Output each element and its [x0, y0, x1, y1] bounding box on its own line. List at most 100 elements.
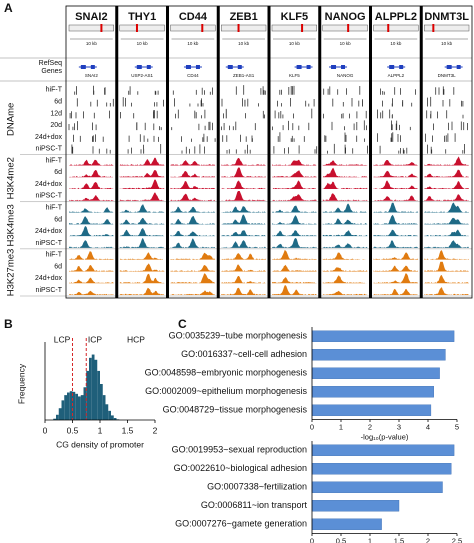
- histogram-bar: [111, 415, 114, 420]
- bar: [311, 444, 455, 456]
- x-tick-label: 2: [426, 536, 430, 543]
- x-tick-label: 1.5: [394, 536, 404, 543]
- category-label: GO:0022610~biological adhesion: [174, 463, 307, 473]
- ideogram-marker: [100, 24, 103, 32]
- panel-b: B LCP ICP HCP 0 0.5 1 1.5 2 CG density of promote…: [4, 317, 158, 449]
- ideogram: [170, 24, 216, 32]
- ideogram-marker: [432, 24, 435, 32]
- x-tick-label: 2: [368, 422, 372, 431]
- signal-track: [221, 230, 266, 237]
- signal-track: [170, 193, 216, 201]
- methylation-track: [74, 85, 106, 95]
- category-label: GO:0048598~embryonic morphogenesis: [145, 368, 308, 378]
- gene-exon: [237, 65, 242, 69]
- signal-track: [119, 217, 165, 225]
- ideogram: [373, 24, 419, 32]
- row-label: 24d+dox: [35, 181, 63, 188]
- histogram-bar: [108, 410, 111, 420]
- gene-exon: [90, 65, 95, 69]
- signal-track: [170, 265, 216, 272]
- row-label: niPSC-T: [36, 240, 63, 247]
- bar: [311, 367, 440, 379]
- methylation-track: [324, 132, 365, 142]
- ideogram-marker: [347, 24, 350, 32]
- row-label: niPSC-T: [36, 193, 63, 200]
- methylation-track: [327, 143, 368, 154]
- signal-track: [272, 230, 317, 237]
- signal-track: [119, 287, 165, 295]
- histogram-bar: [91, 354, 95, 420]
- x-axis-label: -log₁₀(p-value): [361, 432, 409, 441]
- bar: [311, 500, 400, 512]
- signal-track: [322, 167, 368, 178]
- methylation-track: [122, 97, 164, 107]
- group-label: H3K4me2: [6, 157, 17, 199]
- bar: [311, 481, 443, 493]
- signal-track: [272, 170, 317, 178]
- signal-track: [322, 181, 368, 189]
- row-label: 6d: [54, 263, 62, 270]
- methylation-track: [128, 86, 159, 95]
- category-label: GO:0002009~epithelium morphogenesis: [145, 386, 307, 396]
- scale-label: 10 kb: [289, 41, 301, 46]
- methylation-track: [175, 109, 206, 119]
- signal-track: [221, 167, 266, 178]
- signal-track: [221, 157, 266, 166]
- column-separator: [419, 6, 423, 298]
- category-label: GO:0048729~tissue morphogenesis: [163, 405, 308, 415]
- category-label: GO:0006811~ion transport: [201, 500, 308, 510]
- signal-track: [424, 194, 469, 201]
- signal-track: [322, 160, 368, 166]
- signal-track: [119, 179, 165, 189]
- signal-track: [170, 238, 216, 248]
- signal-track: [170, 230, 216, 237]
- signal-track: [322, 267, 368, 272]
- category-label: GO:0007276~gamete generation: [175, 519, 307, 529]
- region-label: LCP: [54, 334, 71, 344]
- signal-track: [373, 170, 419, 178]
- x-axis-label: CG density of promoter: [56, 439, 144, 449]
- signal-track: [373, 195, 419, 201]
- signal-track: [221, 214, 266, 225]
- methylation-track: [331, 120, 367, 131]
- methylation-track: [73, 134, 104, 142]
- methylation-track: [272, 120, 310, 131]
- y-axis-label: Frequency: [16, 363, 26, 404]
- ideogram: [221, 24, 267, 32]
- signal-track: [170, 273, 216, 284]
- methylation-track: [222, 134, 253, 142]
- signal-track: [170, 206, 216, 213]
- signal-track: [119, 192, 165, 201]
- signal-track: [373, 265, 419, 272]
- ideogram: [271, 24, 317, 32]
- methylation-track: [277, 98, 315, 107]
- row-label: hiF-T: [46, 205, 63, 212]
- signal-track: [221, 206, 266, 213]
- scale-label: 10 kb: [187, 41, 199, 46]
- signal-track: [221, 191, 266, 201]
- histogram-bar: [75, 393, 78, 420]
- methylation-track: [181, 144, 205, 154]
- signal-track: [69, 207, 114, 213]
- methylation-track: [382, 98, 413, 107]
- signal-track: [272, 264, 317, 272]
- column-separator: [318, 6, 322, 298]
- row-label: hiF-T: [46, 252, 63, 259]
- methylation-track: [332, 98, 363, 107]
- histogram-bar: [64, 395, 67, 420]
- x-tick-label: 3: [397, 422, 401, 431]
- gene-name: KLF5: [281, 11, 309, 23]
- signal-track: [322, 252, 368, 260]
- signal-track: [424, 229, 469, 237]
- histogram-bar: [72, 391, 76, 420]
- ideogram: [68, 24, 114, 32]
- scale-label: 10 kb: [238, 41, 250, 46]
- ideogram: [119, 24, 165, 32]
- histogram-bar: [61, 400, 65, 420]
- bar: [311, 518, 382, 530]
- ideogram: [322, 24, 368, 32]
- signal-track: [170, 171, 216, 178]
- methylation-track: [426, 110, 464, 119]
- bar: [311, 404, 432, 416]
- signal-track: [69, 195, 114, 201]
